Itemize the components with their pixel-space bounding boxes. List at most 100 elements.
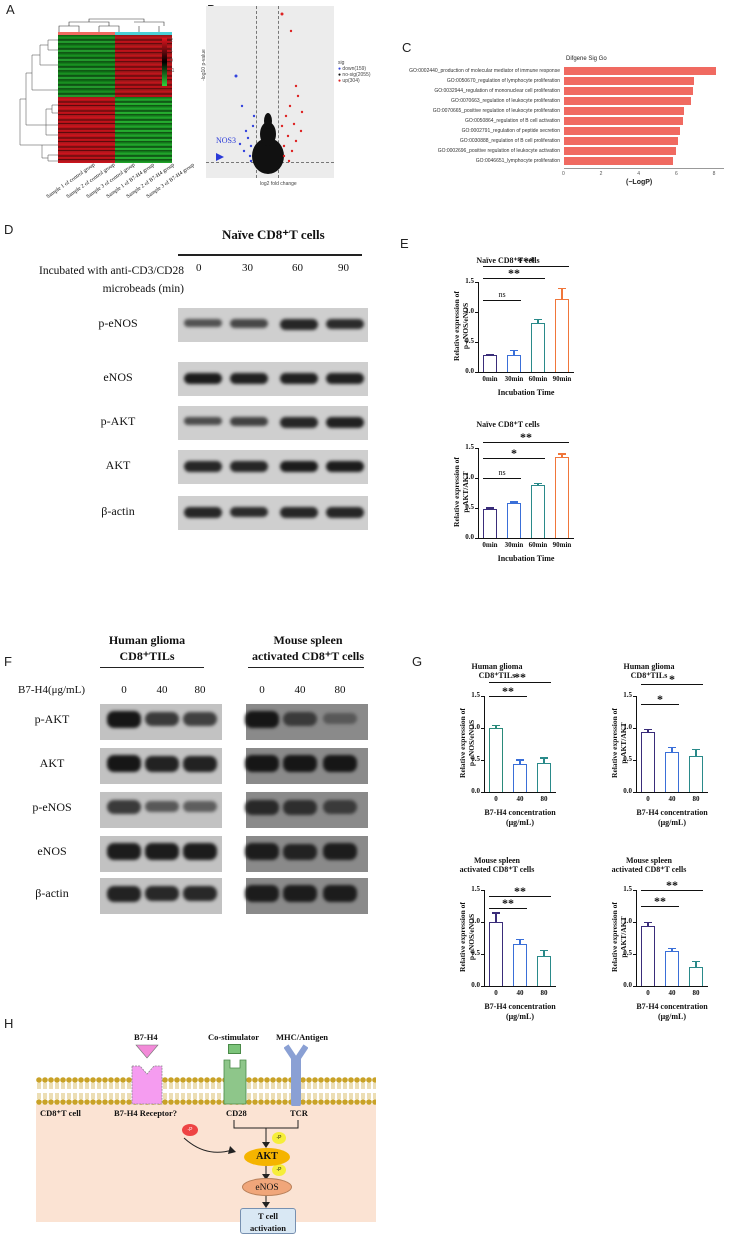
y-tick-label: 0.0 bbox=[471, 787, 480, 795]
go-bar bbox=[564, 117, 683, 125]
x-axis bbox=[478, 538, 574, 540]
x-axis-label: B7-H4 concentration bbox=[636, 808, 708, 817]
panel-d-label: D bbox=[4, 222, 14, 237]
blot-band bbox=[183, 755, 217, 772]
y-axis-label-line: p-eNOS/eNOS bbox=[467, 913, 476, 961]
blot-row-label: p-eNOS bbox=[98, 316, 138, 330]
error-bar bbox=[543, 949, 545, 956]
activation-line2: activation bbox=[250, 1223, 286, 1233]
y-axis-label-line: p-eNOS/eNOS bbox=[467, 719, 476, 767]
error-cap bbox=[516, 939, 524, 941]
t-cell-activation-box: T cell activation bbox=[240, 1208, 296, 1234]
go-bar bbox=[564, 147, 676, 155]
blot-band bbox=[184, 319, 222, 328]
chart-g-3: Mouse spleen activated CD8⁺T cells Relativ… bbox=[422, 856, 572, 1036]
error-cap bbox=[540, 757, 548, 759]
x-tick-label: 90min bbox=[552, 541, 572, 549]
error-cap bbox=[668, 948, 676, 950]
significance-label: ns bbox=[498, 468, 506, 477]
error-cap bbox=[692, 749, 700, 751]
significance-line bbox=[488, 896, 552, 898]
dose-label: 40 bbox=[156, 684, 168, 696]
blot-band bbox=[245, 885, 279, 902]
blot-band bbox=[245, 755, 279, 773]
x-tick-label: 30min bbox=[504, 375, 524, 383]
go-term-label: GO:0050670_regulation of lymphocyte prol… bbox=[446, 78, 560, 84]
x-axis-label: (μg/mL) bbox=[657, 1012, 687, 1021]
volcano-legend: sig ● down(159) ● no-sig(2055) ● up(304) bbox=[338, 60, 371, 84]
panel-f-label: F bbox=[4, 654, 12, 669]
bar bbox=[554, 457, 570, 538]
blot-band bbox=[183, 712, 217, 726]
x-tick: 8 bbox=[712, 171, 716, 177]
x-tick-label: 0 bbox=[494, 795, 498, 803]
bar bbox=[512, 943, 528, 986]
significance-line bbox=[640, 684, 704, 686]
blot-band bbox=[145, 800, 179, 813]
error-bar bbox=[543, 757, 545, 763]
dose-label: 0 bbox=[259, 684, 265, 696]
x-tick-label: 0 bbox=[646, 795, 650, 803]
chart-title: Mouse spleen bbox=[626, 856, 672, 865]
blot-band bbox=[245, 711, 279, 729]
dose-label: 40 bbox=[294, 684, 306, 696]
y-tick-label: 0.5 bbox=[465, 337, 474, 345]
blot-band bbox=[280, 461, 318, 473]
timepoint-label: 0 bbox=[196, 262, 202, 274]
x-ticks: 0 2 4 6 8 bbox=[562, 171, 724, 179]
y-axis-label-line: Relative expression of bbox=[458, 708, 467, 778]
y-axis bbox=[636, 696, 638, 792]
b7h4-label: B7-H4 bbox=[134, 1032, 158, 1042]
significance-label: ** bbox=[502, 896, 514, 910]
significance-line bbox=[488, 696, 528, 698]
blot-row-label: β-actin bbox=[35, 886, 69, 900]
chart-title: Mouse spleen bbox=[474, 856, 520, 865]
y-axis-label: Relative expression of p-AKT/AKT bbox=[610, 698, 628, 788]
chart-pakt-naive: Naïve CD8⁺T cells Relative expression of p… bbox=[418, 420, 598, 580]
dose-label: 80 bbox=[334, 684, 346, 696]
blot-strip bbox=[245, 704, 368, 740]
significance-line bbox=[640, 890, 704, 892]
significance-line bbox=[482, 478, 522, 480]
significance-label: ** bbox=[520, 430, 532, 444]
tcr-label: TCR bbox=[290, 1108, 308, 1118]
go-bar bbox=[564, 107, 685, 115]
y-axis bbox=[484, 890, 486, 986]
error-cap bbox=[534, 319, 542, 321]
chart-title: Naïve CD8⁺T cells bbox=[476, 420, 540, 429]
x-axis-label: Incubation Time bbox=[497, 388, 555, 397]
y-axis bbox=[484, 696, 486, 792]
activation-line1: T cell bbox=[258, 1211, 278, 1221]
error-cap bbox=[516, 759, 524, 761]
blot-band bbox=[183, 801, 217, 813]
y-tick-label: 0.0 bbox=[465, 367, 474, 375]
group1-line2: CD8⁺TILs bbox=[119, 649, 175, 663]
panel-a-label: A bbox=[6, 2, 15, 17]
blot-band bbox=[326, 461, 364, 473]
blot-band bbox=[107, 843, 141, 860]
y-axis-label-line: p-AKT/AKT bbox=[619, 722, 628, 764]
go-term-label: GO:0070663_regulation of leukocyte proli… bbox=[451, 98, 560, 104]
bar bbox=[530, 322, 546, 372]
significance-label: ** bbox=[514, 670, 526, 684]
x-tick-label: 80 bbox=[540, 795, 548, 803]
x-axis-label: (μg/mL) bbox=[657, 818, 687, 827]
blot-band bbox=[280, 319, 318, 330]
error-bar bbox=[647, 922, 649, 927]
blot-row-label: AKT bbox=[39, 756, 65, 770]
go-term-label: GO:0002440_production of molecular media… bbox=[409, 68, 560, 74]
x-tick-label: 60min bbox=[528, 375, 548, 383]
blot-band bbox=[323, 755, 357, 773]
blot-band bbox=[183, 885, 217, 902]
blot-band bbox=[107, 885, 141, 902]
blot-band bbox=[230, 507, 268, 518]
x-tick-label: 80 bbox=[540, 989, 548, 997]
cd28-receptor-icon bbox=[223, 1059, 247, 1105]
blot-strip bbox=[100, 836, 222, 872]
group2-line2: activated CD8⁺T cells bbox=[251, 649, 365, 663]
blot-row-label: β-actin bbox=[101, 504, 135, 518]
x-tick-label: 0 bbox=[494, 989, 498, 997]
significance-label: * bbox=[511, 446, 517, 460]
error-cap bbox=[492, 912, 500, 914]
dose-label: 80 bbox=[194, 684, 206, 696]
